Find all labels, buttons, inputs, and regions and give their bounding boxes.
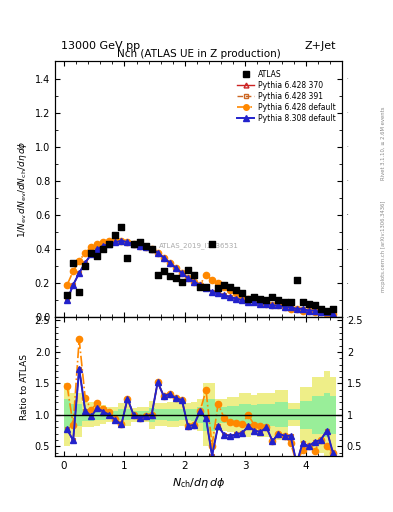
Point: [70, 259, 76, 267]
Point: [197, 283, 203, 291]
Y-axis label: $1/N_{\rm ev}\,dN_{\rm ev}/dN_{\rm ch}/d\eta\,d\phi$: $1/N_{\rm ev}\,dN_{\rm ev}/dN_{\rm ch}/d…: [16, 141, 29, 238]
Point: [312, 301, 318, 309]
Point: [257, 294, 264, 303]
Point: [203, 283, 209, 291]
Point: [136, 238, 143, 246]
Point: [149, 245, 155, 253]
Point: [239, 289, 245, 297]
Point: [294, 276, 300, 284]
Point: [130, 240, 137, 248]
Point: [251, 293, 257, 301]
Point: [185, 266, 191, 274]
Point: [100, 245, 107, 253]
Point: [88, 248, 94, 257]
Point: [275, 296, 282, 305]
Point: [263, 296, 270, 305]
Point: [154, 271, 161, 279]
Legend: ATLAS, Pythia 6.428 370, Pythia 6.428 391, Pythia 6.428 default, Pythia 8.308 de: ATLAS, Pythia 6.428 370, Pythia 6.428 39…: [235, 68, 338, 125]
Point: [221, 281, 227, 289]
Point: [299, 298, 306, 306]
Point: [143, 242, 149, 250]
Point: [173, 274, 179, 282]
Text: Rivet 3.1.10, ≥ 2.6M events: Rivet 3.1.10, ≥ 2.6M events: [381, 106, 386, 180]
Point: [233, 286, 239, 294]
Title: Nch (ATLAS UE in Z production): Nch (ATLAS UE in Z production): [117, 49, 280, 59]
Point: [191, 271, 197, 279]
Point: [269, 293, 275, 301]
Point: [245, 294, 252, 303]
Point: [227, 283, 233, 291]
Point: [324, 306, 330, 314]
X-axis label: $N_{\rm ch}/d\eta\,d\phi$: $N_{\rm ch}/d\eta\,d\phi$: [172, 476, 225, 490]
Point: [179, 278, 185, 286]
Point: [82, 262, 88, 270]
Point: [215, 284, 221, 292]
Point: [118, 223, 125, 231]
Text: ATLAS_2019_I1736531: ATLAS_2019_I1736531: [158, 242, 239, 249]
Point: [64, 291, 70, 300]
Text: 13000 GeV pp: 13000 GeV pp: [61, 41, 140, 51]
Text: mcplots.cern.ch [arXiv:1306.3436]: mcplots.cern.ch [arXiv:1306.3436]: [381, 200, 386, 291]
Point: [161, 267, 167, 275]
Point: [167, 272, 173, 281]
Point: [330, 305, 336, 313]
Point: [106, 240, 112, 248]
Point: [305, 300, 312, 308]
Point: [124, 253, 130, 262]
Point: [94, 252, 101, 260]
Point: [112, 231, 119, 240]
Point: [76, 288, 82, 296]
Y-axis label: Ratio to ATLAS: Ratio to ATLAS: [20, 353, 29, 419]
Point: [281, 298, 288, 306]
Text: Z+Jet: Z+Jet: [305, 41, 336, 51]
Point: [287, 298, 294, 306]
Point: [209, 240, 215, 248]
Point: [318, 305, 324, 313]
